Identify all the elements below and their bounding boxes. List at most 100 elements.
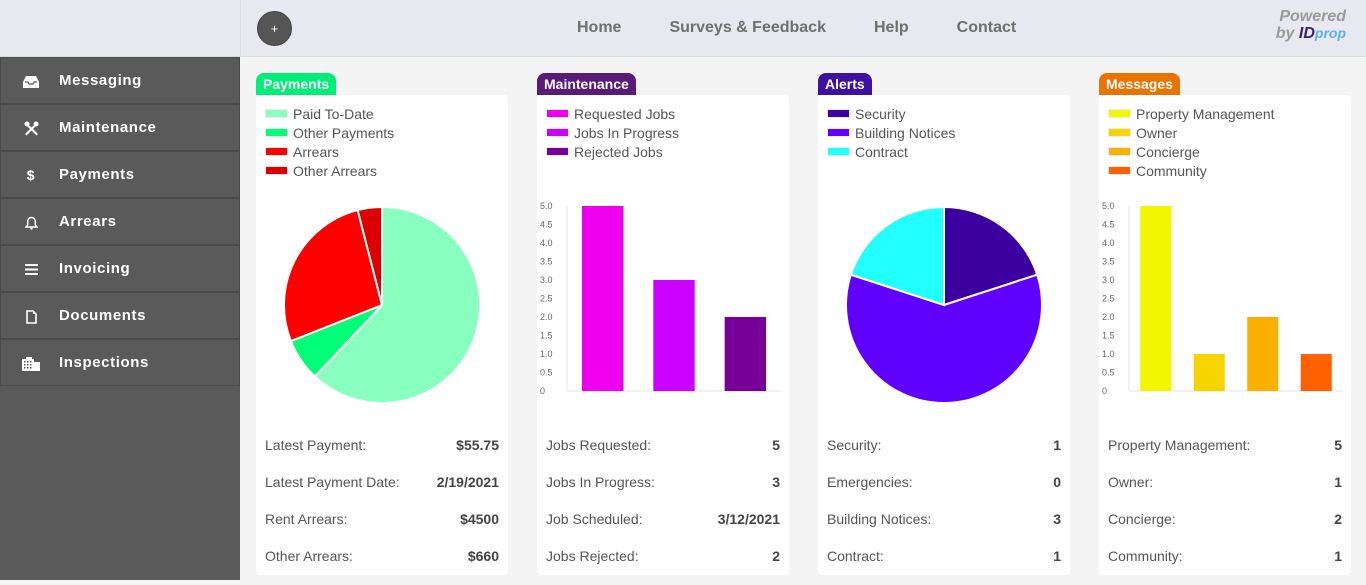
legend-swatch (827, 128, 850, 137)
stat-label: Jobs Requested: (546, 437, 652, 453)
inbox-icon (1, 73, 59, 89)
stat-row-job-scheduled: Job Scheduled: 3/12/2021 (546, 511, 780, 548)
card-stats: Latest Payment: $55.75 Latest Payment Date… (265, 437, 499, 585)
y-tick-label: 1.5 (540, 331, 553, 341)
bar-owner[interactable] (1193, 354, 1225, 391)
legend-label: Security (855, 105, 906, 122)
stat-row-other-arrears: Other Arrears: $660 (265, 548, 499, 585)
sidebar-item-maintenance[interactable]: Maintenance (0, 104, 240, 151)
y-tick-label: 0 (1102, 386, 1107, 396)
legend-item[interactable]: Other Payments (265, 123, 394, 142)
pie-slice-building-notices[interactable] (845, 273, 1043, 404)
stat-label: Emergencies: (827, 474, 913, 490)
y-tick-label: 3.0 (540, 275, 553, 285)
card-title: Messages (1099, 73, 1180, 95)
stat-row-jobs-in-progress: Jobs In Progress: 3 (546, 474, 780, 511)
stat-value: 3 (1053, 511, 1061, 527)
bar-jobs-in-progress[interactable] (653, 280, 695, 391)
add-button[interactable]: + (257, 11, 292, 46)
legend-item[interactable]: Jobs In Progress (546, 123, 679, 142)
powered-by-logo: Powered by IDprop (1276, 9, 1346, 42)
legend-label: Other Payments (293, 124, 395, 141)
stat-row-jobs-requested: Jobs Requested: 5 (546, 437, 780, 474)
chart-legend: Security Building Notices Contract (827, 104, 955, 161)
pie-slice-other-arrears[interactable] (356, 205, 383, 306)
legend-swatch (546, 147, 569, 156)
stat-label: Latest Payment Date: (265, 474, 400, 490)
legend-item[interactable]: Contract (827, 142, 955, 161)
pie-slice-paid-to-date[interactable] (313, 205, 481, 404)
bar-concierge[interactable] (1247, 317, 1279, 391)
legend-item[interactable]: Security (827, 104, 955, 123)
stat-value: 3/12/2021 (717, 511, 780, 527)
legend-item[interactable]: Property Management (1108, 104, 1275, 123)
legend-label: Jobs In Progress (574, 124, 680, 141)
stat-value: 1 (1334, 548, 1342, 564)
nav-help[interactable]: Help (873, 19, 909, 36)
sidebar-item-payments[interactable]: $ Payments (0, 151, 240, 198)
card-stats: Security: 1 Emergencies: 0 Building Notices:… (827, 437, 1061, 585)
stat-row-owner: Owner: 1 (1108, 474, 1342, 511)
stat-row-contract: Contract: 1 (827, 548, 1061, 585)
y-tick-label: 3.5 (540, 257, 553, 267)
nav-surveys-feedback[interactable]: Surveys & Feedback (669, 19, 826, 36)
pie-slice-contract[interactable] (849, 205, 945, 307)
legend-item[interactable]: Concierge (1108, 142, 1275, 161)
legend-item[interactable]: Other Arrears (265, 161, 394, 180)
legend-swatch (546, 128, 569, 137)
stat-value: $4500 (460, 511, 499, 527)
stat-label: Community: (1108, 548, 1183, 564)
legend-item[interactable]: Requested Jobs (546, 104, 679, 123)
stat-value: 2 (772, 548, 780, 564)
bar-rejected-jobs[interactable] (724, 317, 767, 391)
legend-item[interactable]: Rejected Jobs (546, 142, 679, 161)
nav-home[interactable]: Home (577, 19, 622, 36)
legend-item[interactable]: Building Notices (827, 123, 955, 142)
stat-row-emergencies: Emergencies: 0 (827, 474, 1061, 511)
stat-value: 3 (772, 474, 780, 490)
y-tick-label: 4.5 (540, 220, 553, 230)
stat-label: Jobs Rejected: (546, 548, 639, 564)
sidebar-item-inspections[interactable]: Inspections (0, 339, 240, 386)
legend-item[interactable]: Arrears (265, 142, 394, 161)
sidebar-item-label: Arrears (59, 213, 117, 230)
dollar-icon: $ (26, 166, 36, 183)
legend-swatch (1108, 147, 1131, 156)
nav-contact[interactable]: Contact (956, 19, 1017, 36)
bar-property-management[interactable] (1140, 206, 1172, 391)
sidebar-item-label: Maintenance (59, 119, 157, 136)
stat-row-latest-payment: Latest Payment: $55.75 (265, 437, 499, 474)
legend-item[interactable]: Owner (1108, 123, 1275, 142)
stat-row-concierge: Concierge: 2 (1108, 511, 1342, 548)
brand-prop: prop (1314, 25, 1346, 41)
stat-label: Property Management: (1108, 437, 1251, 453)
sidebar-item-messaging[interactable]: Messaging (0, 57, 240, 104)
stat-value: 2/19/2021 (436, 474, 499, 490)
bar-community[interactable] (1300, 354, 1332, 391)
stat-label: Concierge: (1108, 511, 1176, 527)
legend-swatch (1108, 128, 1131, 137)
sidebar-item-documents[interactable]: Documents (0, 292, 240, 339)
y-tick-label: 5.0 (1102, 201, 1115, 211)
stat-label: Job Scheduled: (546, 511, 643, 527)
tools-icon (1, 119, 59, 136)
legend-item[interactable]: Community (1108, 161, 1275, 180)
main-nav: Home Surveys & Feedback Help Contact (577, 19, 1064, 37)
sidebar-item-arrears[interactable]: Arrears (0, 198, 240, 245)
card-stats: Property Management: 5 Owner: 1 Concierge: 2 C… (1108, 437, 1342, 585)
legend-item[interactable]: Paid To-Date (265, 104, 394, 123)
legend-label: Concierge (1136, 143, 1200, 160)
bar-requested-jobs[interactable] (581, 206, 624, 391)
pie-slice-arrears[interactable] (283, 208, 384, 343)
legend-label: Rejected Jobs (574, 143, 663, 160)
legend-swatch (265, 166, 288, 175)
sidebar-item-invoicing[interactable]: Invoicing (0, 245, 240, 292)
stat-row-security: Security: 1 (827, 437, 1061, 474)
stat-row-jobs-rejected: Jobs Rejected: 2 (546, 548, 780, 585)
y-tick-label: 2.0 (1102, 312, 1115, 322)
legend-swatch (265, 147, 288, 156)
card-body: Paid To-Date Other Payments Arrears Other A… (256, 95, 508, 575)
stat-label: Building Notices: (827, 511, 932, 527)
y-tick-label: 1.5 (1102, 331, 1115, 341)
pie-slice-security[interactable] (943, 205, 1039, 307)
